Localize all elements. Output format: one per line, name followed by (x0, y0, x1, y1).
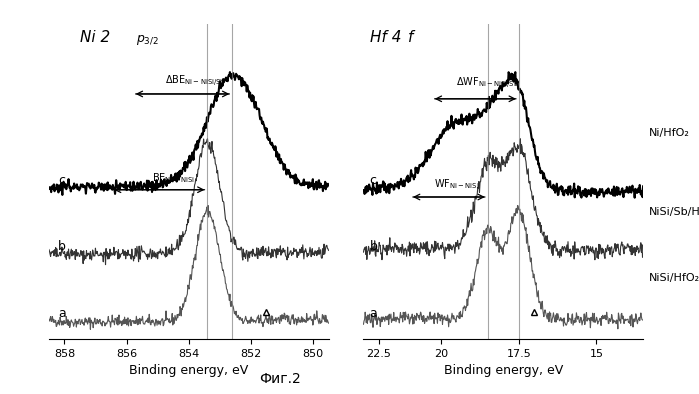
Text: c: c (58, 174, 65, 187)
Text: Ni 2: Ni 2 (80, 30, 110, 45)
Text: Фиг.2: Фиг.2 (259, 372, 301, 386)
Text: BE$_{\rm Ni-NiSi}$: BE$_{\rm Ni-NiSi}$ (152, 171, 194, 185)
Text: b: b (370, 240, 377, 253)
Text: Hf 4: Hf 4 (370, 30, 401, 45)
X-axis label: Binding energy, eV: Binding energy, eV (129, 364, 248, 377)
X-axis label: Binding energy, eV: Binding energy, eV (444, 364, 563, 377)
Text: $p_{3/2}$: $p_{3/2}$ (136, 33, 159, 47)
Text: WF$_{\rm Ni-NiSi}$: WF$_{\rm Ni-NiSi}$ (434, 177, 480, 191)
Text: b: b (58, 240, 66, 253)
Text: a: a (370, 307, 377, 320)
Text: NiSi/Sb/HfO₂: NiSi/Sb/HfO₂ (649, 206, 699, 217)
Text: $\Delta$BE$_{\rm Ni-NiSi/Sb}$: $\Delta$BE$_{\rm Ni-NiSi/Sb}$ (164, 74, 225, 89)
Text: c: c (370, 174, 377, 187)
Text: $\Delta$WF$_{\rm Ni-NiSi/Sb}$: $\Delta$WF$_{\rm Ni-NiSi/Sb}$ (456, 76, 519, 91)
Text: a: a (58, 307, 66, 320)
Text: Ni/HfO₂: Ni/HfO₂ (649, 128, 690, 138)
Text: NiSi/HfO₂: NiSi/HfO₂ (649, 273, 699, 283)
Text: $f$: $f$ (407, 29, 417, 45)
